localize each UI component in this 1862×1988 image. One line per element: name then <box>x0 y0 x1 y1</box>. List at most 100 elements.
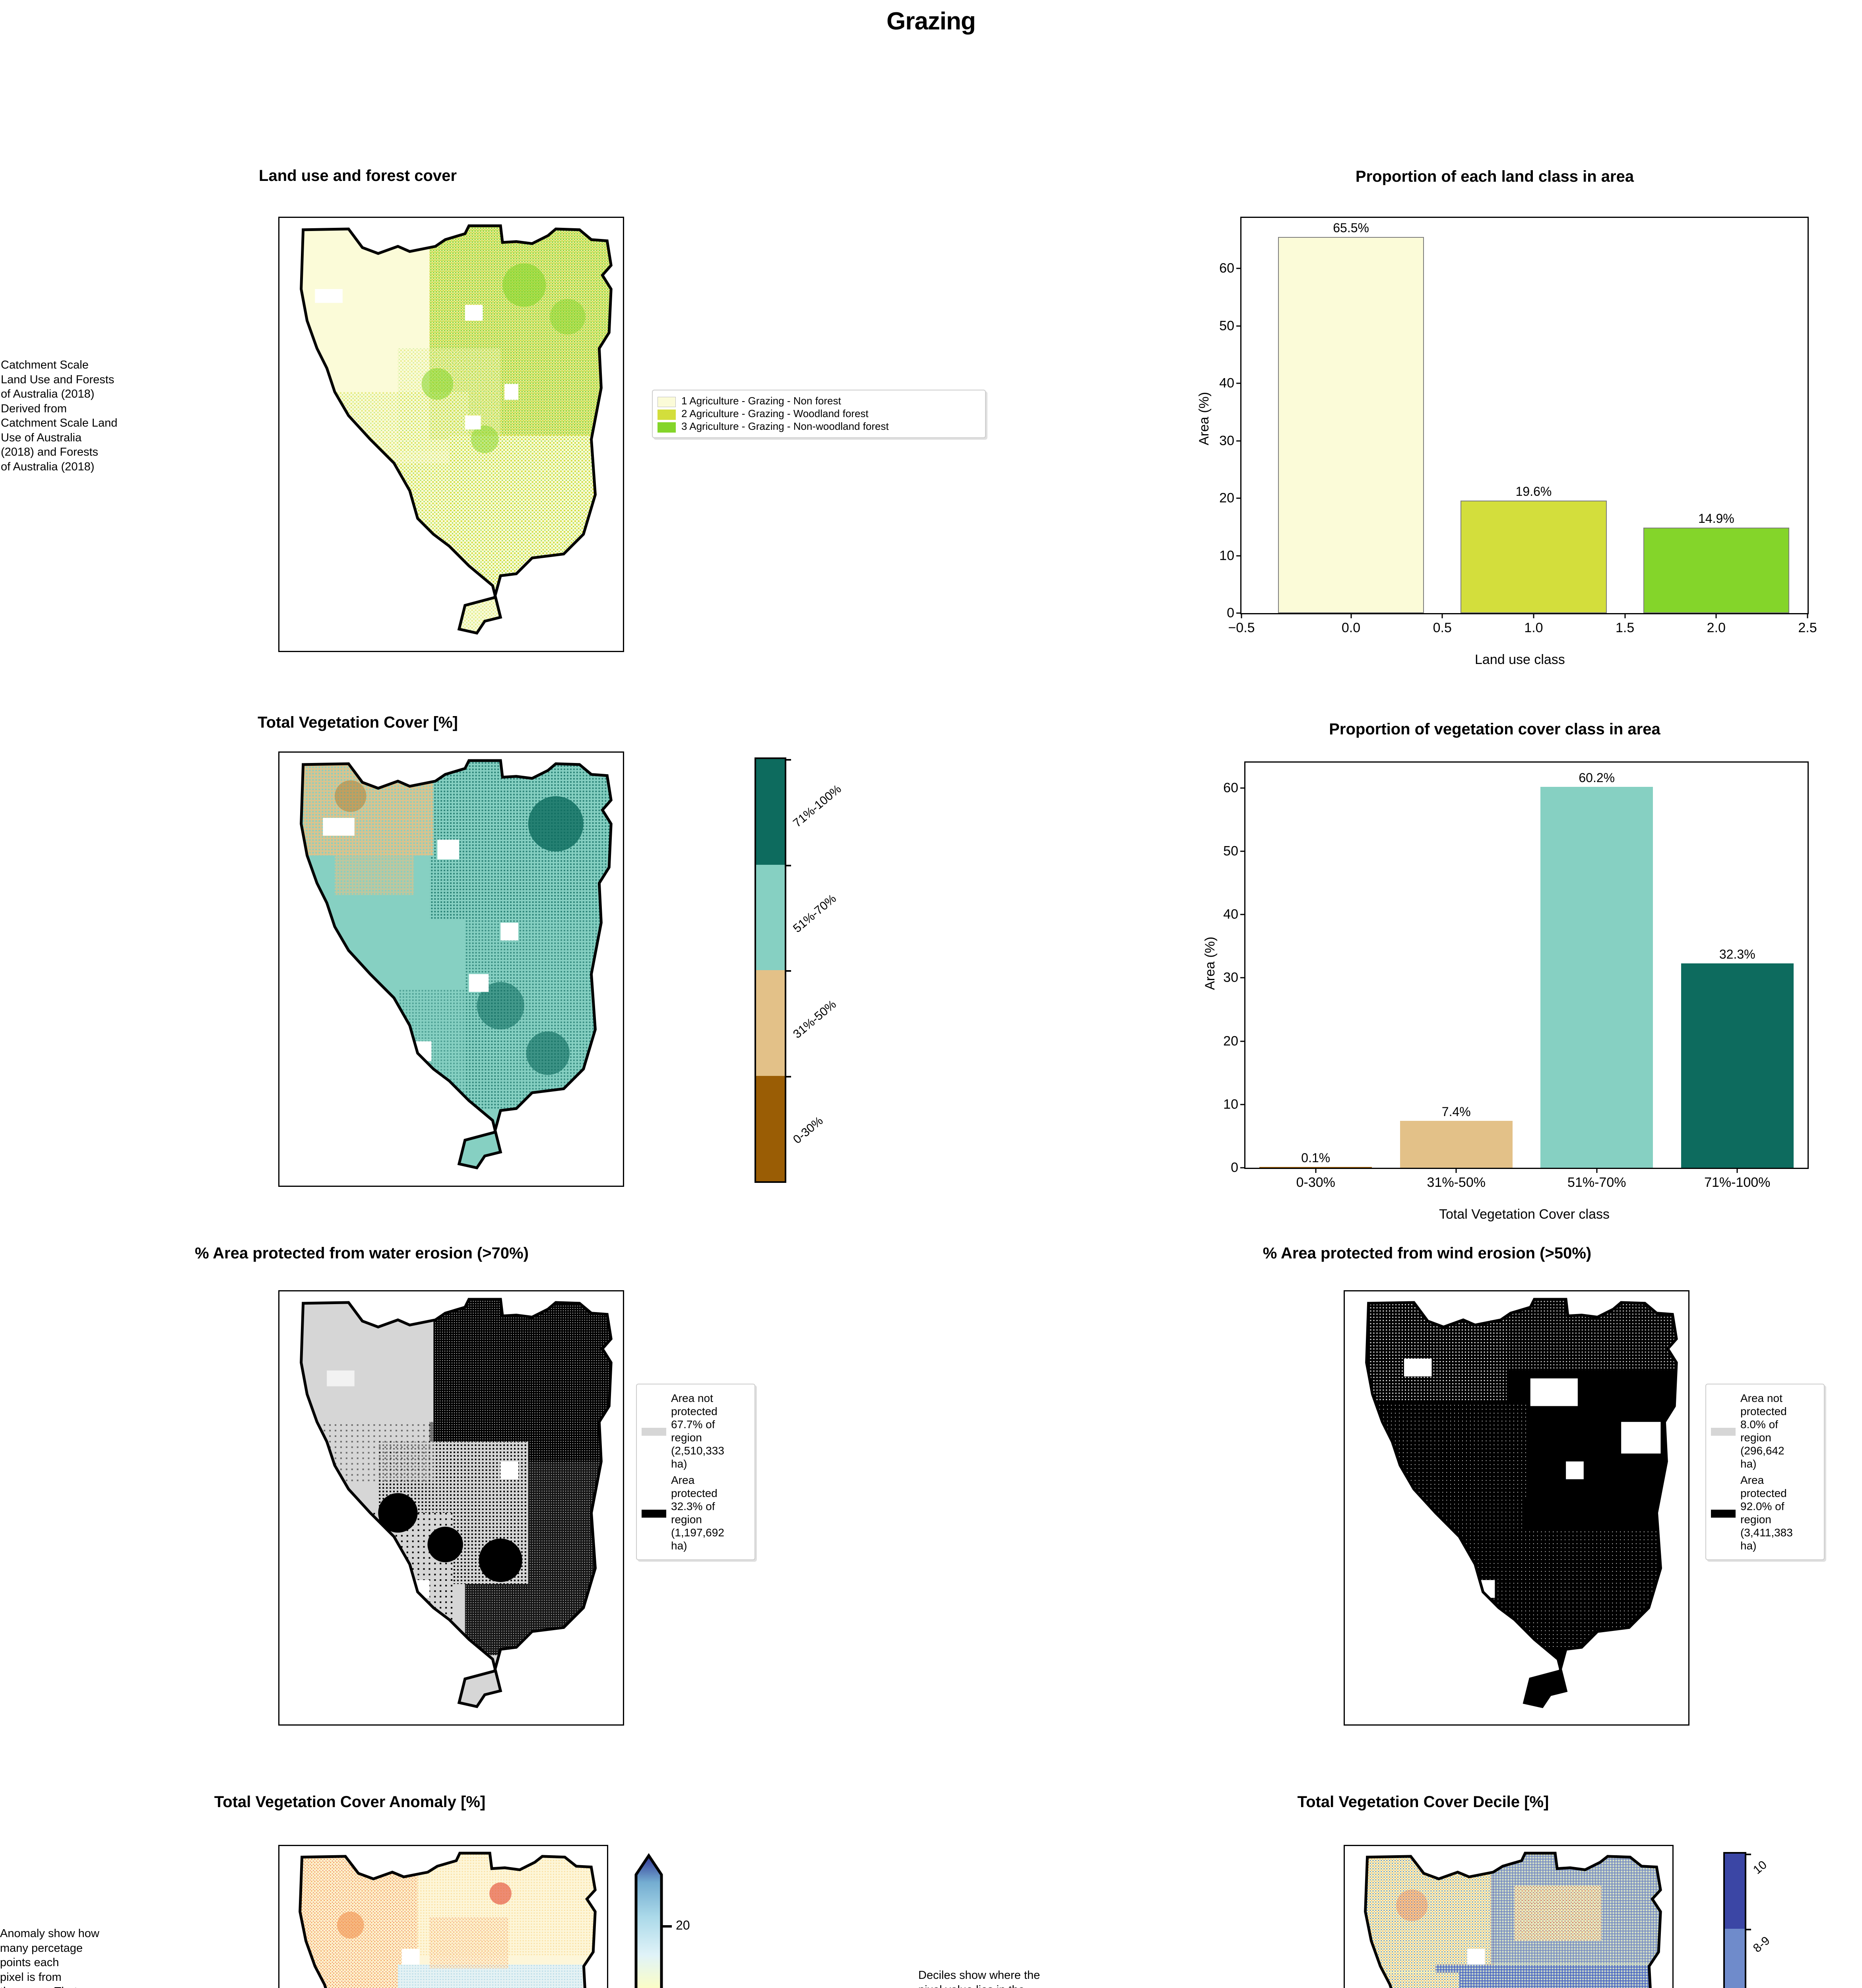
bar-veg-class-0[interactable]: 0.1% <box>1259 1151 1372 1168</box>
decile-map-graphic <box>1364 1852 1662 1988</box>
veg-cover-map-title: Total Vegetation Cover [%] <box>258 714 458 731</box>
legend-swatch-not-protected <box>642 1428 666 1436</box>
colorbar-segment-8-9 <box>1725 1928 1745 1988</box>
total-vegetation-cover-map[interactable] <box>278 751 624 1187</box>
bar-value-label: 65.5% <box>1333 220 1369 235</box>
x-tick: 1.0 <box>1524 620 1543 635</box>
decile-map[interactable] <box>1344 1845 1674 1988</box>
colorbar-segment-71-100 <box>756 759 785 865</box>
bar-value-label: 60.2% <box>1579 770 1615 785</box>
bar-value-label: 7.4% <box>1441 1105 1471 1119</box>
y-tick: 20 <box>1223 1033 1238 1049</box>
bar-value-label: 32.3% <box>1719 947 1755 961</box>
land-use-legend: 1 Agriculture - Grazing - Non forest 2 A… <box>652 390 986 438</box>
y-tick: 20 <box>1219 490 1234 506</box>
colorbar-label: 0-30% <box>791 1114 826 1147</box>
colorbar-label: 8-9 <box>1751 1934 1773 1955</box>
y-tick: 60 <box>1219 260 1234 276</box>
colorbar-label: 31%-50% <box>791 998 839 1041</box>
legend-label: Area protected 92.0% of region (3,411,38… <box>1740 1474 1793 1552</box>
bar-land-class-0[interactable]: 65.5% <box>1278 221 1424 613</box>
wind-erosion-map-title: % Area protected from wind erosion (>50%… <box>1263 1244 1592 1262</box>
land-use-map[interactable] <box>278 217 624 652</box>
y-tick: 0 <box>1227 605 1234 621</box>
wind-erosion-legend: Area not protected 8.0% of region (296,6… <box>1705 1384 1825 1561</box>
y-tick: 30 <box>1219 433 1234 448</box>
legend-label: 3 Agriculture - Grazing - Non-woodland f… <box>681 420 889 432</box>
veg-class-x-axis-label: Total Vegetation Cover class <box>1439 1207 1610 1222</box>
veg-class-plot-area: 0 10 20 30 40 50 60 0-30% 31%-50% 51%-70… <box>1223 761 1809 1190</box>
y-tick: 50 <box>1223 843 1238 859</box>
legend-swatch-protected <box>1711 1510 1736 1518</box>
legend-item: Area protected 92.0% of region (3,411,38… <box>1711 1474 1819 1552</box>
x-tick: 0.5 <box>1433 620 1452 635</box>
legend-label: Area protected 32.3% of region (1,197,69… <box>671 1474 724 1552</box>
land-use-map-title: Land use and forest cover <box>259 167 457 184</box>
bar-value-label: 0.1% <box>1301 1151 1331 1165</box>
colorbar-segment-10 <box>1725 1854 1745 1929</box>
decile-map-title: Total Vegetation Cover Decile [%] <box>1297 1793 1549 1811</box>
x-tick: 2.5 <box>1798 620 1817 635</box>
veg-class-y-axis-label: Area (%) <box>1203 936 1218 990</box>
legend-item: 2 Agriculture - Grazing - Woodland fores… <box>658 408 980 420</box>
land-class-chart-title: Proportion of each land class in area <box>1355 168 1634 185</box>
legend-item: 3 Agriculture - Grazing - Non-woodland f… <box>658 420 980 433</box>
x-tick: 1.5 <box>1615 620 1635 635</box>
y-tick: 40 <box>1219 375 1234 391</box>
bar-land-class-1[interactable]: 19.6% <box>1461 484 1607 613</box>
anomaly-map-title: Total Vegetation Cover Anomaly [%] <box>214 1793 486 1811</box>
legend-swatch-not-protected <box>1711 1428 1736 1436</box>
x-tick: 0.0 <box>1341 620 1361 635</box>
legend-item: Area not protected 67.7% of region (2,51… <box>642 1392 750 1470</box>
legend-item: 1 Agriculture - Grazing - Non forest <box>658 395 980 407</box>
anomaly-cbar-tick-20: 20 <box>676 1918 690 1932</box>
y-tick: 50 <box>1219 318 1234 334</box>
y-tick: 60 <box>1223 780 1238 796</box>
land-class-x-axis-label: Land use class <box>1475 652 1565 667</box>
legend-swatch-non-woodland-forest <box>658 422 676 433</box>
bar-land-class-2[interactable]: 14.9% <box>1643 511 1790 613</box>
y-tick: 0 <box>1231 1160 1238 1175</box>
decile-colorbar: 10 8-9 4-7 2-3 1 <box>1723 1852 1773 1988</box>
legend-item: Area protected 32.3% of region (1,197,69… <box>642 1474 750 1552</box>
water-erosion-map[interactable] <box>278 1290 624 1726</box>
veg-class-chart: Proportion of vegetation cover class in … <box>1173 712 1848 1237</box>
anomaly-map[interactable] <box>278 1845 608 1988</box>
y-tick: 10 <box>1219 548 1234 563</box>
land-class-y-axis-label: Area (%) <box>1197 392 1212 445</box>
colorbar-segment-51-70 <box>756 864 785 970</box>
land-use-source-note: Catchment Scale Land Use and Forests of … <box>1 359 118 473</box>
y-tick: 30 <box>1223 970 1238 985</box>
land-class-plot-area: 0 10 20 30 40 50 60 −0.5 0.0 0.5 1.0 1.5… <box>1219 217 1817 635</box>
bar-veg-class-3[interactable]: 32.3% <box>1681 947 1794 1168</box>
anomaly-map-graphic <box>299 1852 597 1988</box>
bar-value-label: 14.9% <box>1698 511 1734 526</box>
colorbar-segment-31-50 <box>756 970 785 1076</box>
x-tick: −0.5 <box>1228 620 1255 635</box>
page-title: Grazing <box>886 8 976 35</box>
water-erosion-legend: Area not protected 67.7% of region (2,51… <box>636 1384 755 1561</box>
veg-cover-map-graphic <box>300 759 613 1170</box>
legend-swatch-protected <box>642 1510 666 1518</box>
x-tick: 31%-50% <box>1427 1175 1486 1190</box>
colorbar-label: 10 <box>1751 1858 1769 1877</box>
veg-class-chart-title: Proportion of vegetation cover class in … <box>1329 720 1660 738</box>
x-tick: 71%-100% <box>1704 1175 1771 1190</box>
water-erosion-map-title: % Area protected from water erosion (>70… <box>195 1244 529 1262</box>
bar-veg-class-2[interactable]: 60.2% <box>1540 771 1653 1168</box>
bar-veg-class-1[interactable]: 7.4% <box>1400 1105 1513 1168</box>
x-tick: 0-30% <box>1296 1175 1335 1190</box>
colorbar-segment-0-30 <box>756 1076 785 1181</box>
wind-erosion-map[interactable] <box>1344 1290 1689 1726</box>
colorbar-label: 51%-70% <box>791 892 839 936</box>
y-tick: 40 <box>1223 907 1238 922</box>
land-use-map-graphic <box>300 224 613 635</box>
anomaly-colorbar <box>634 1853 672 1988</box>
anomaly-explanation: Anomaly show how many percetage points e… <box>0 1927 99 1988</box>
y-tick: 10 <box>1223 1097 1238 1112</box>
legend-label: 1 Agriculture - Grazing - Non forest <box>681 395 841 407</box>
water-erosion-map-graphic <box>300 1298 613 1708</box>
legend-swatch-woodland-forest <box>658 410 676 420</box>
legend-item: Area not protected 8.0% of region (296,6… <box>1711 1392 1819 1470</box>
x-tick: 51%-70% <box>1567 1175 1626 1190</box>
